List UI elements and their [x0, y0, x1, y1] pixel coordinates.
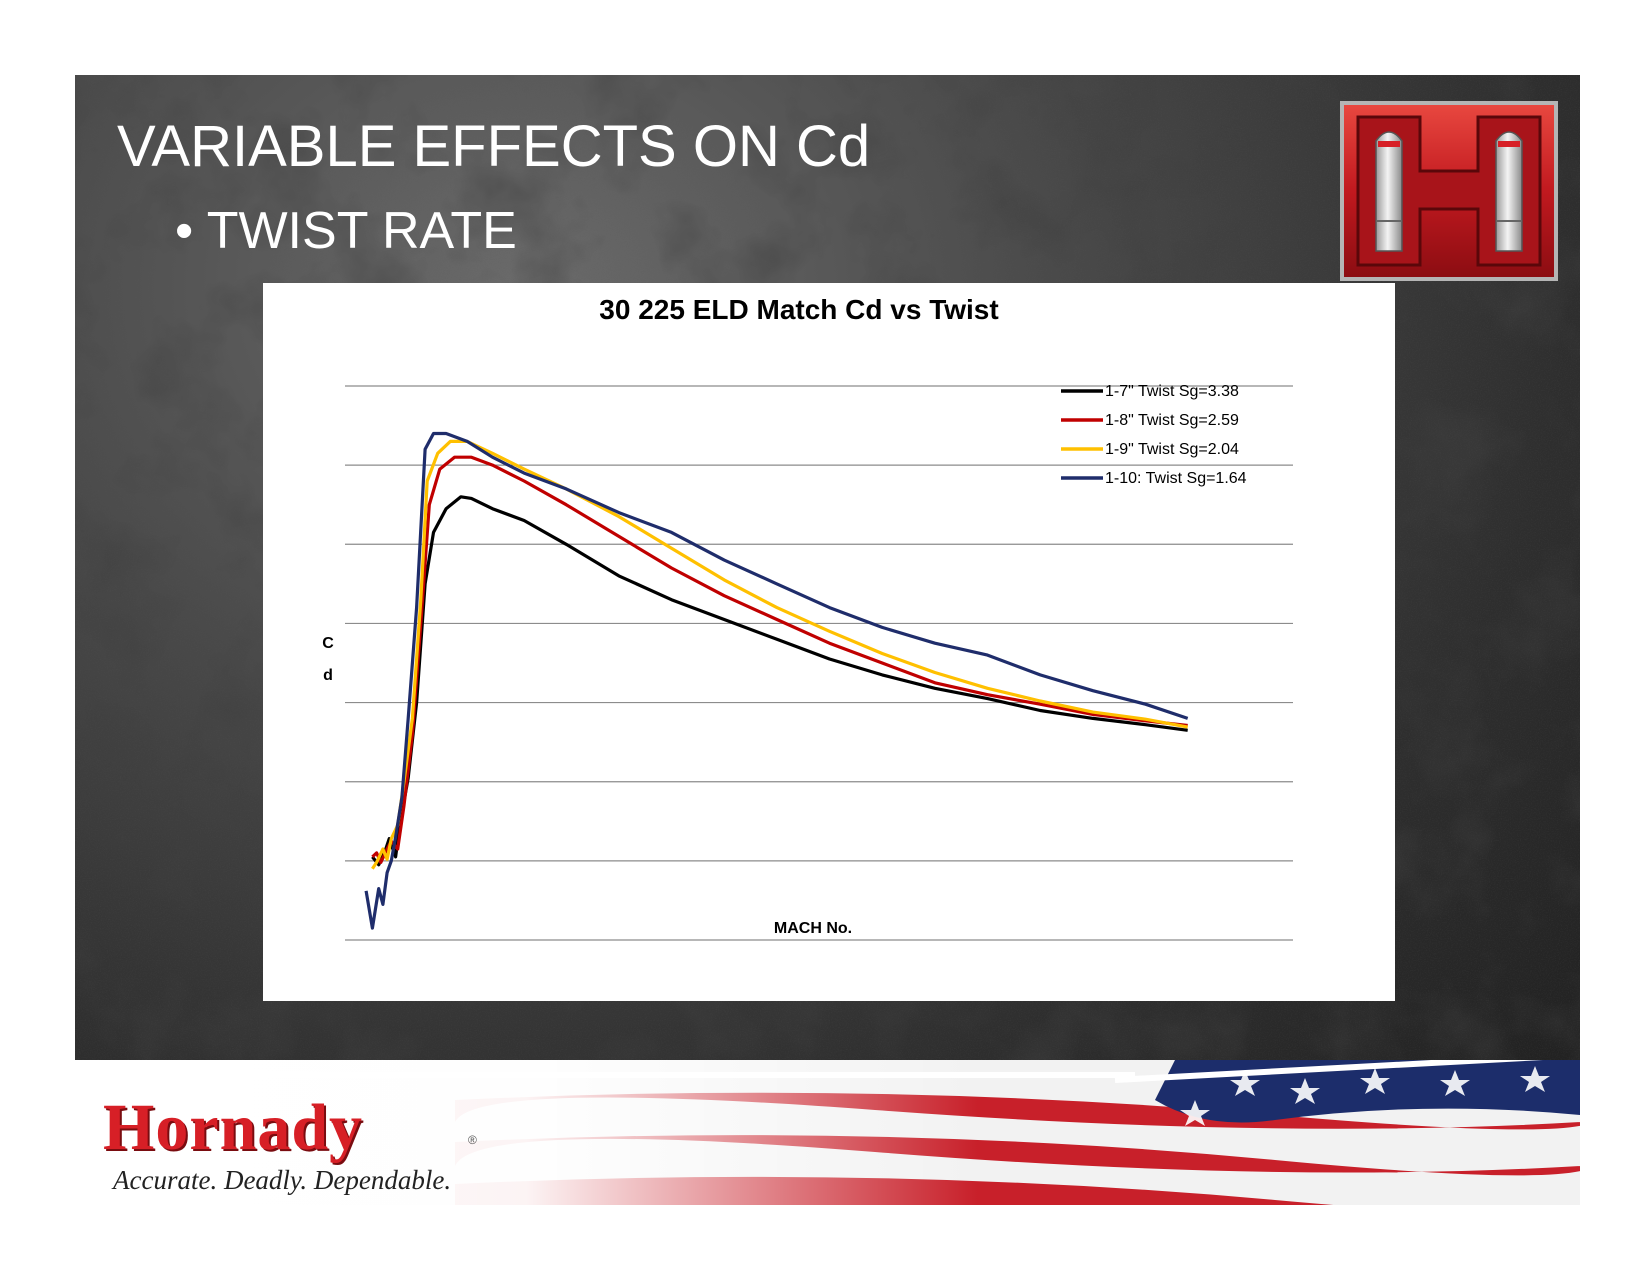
- registered-mark: ®: [468, 1133, 477, 1147]
- legend-label-1: 1-7" Twist Sg=3.38: [1105, 383, 1239, 400]
- y-axis-label-char: C: [322, 635, 334, 652]
- legend-label-2: 1-8" Twist Sg=2.59: [1105, 412, 1239, 429]
- x-axis-label: MACH No.: [774, 920, 852, 937]
- series-line-3: [371, 439, 1188, 870]
- legend-label-3: 1-9" Twist Sg=2.04: [1105, 441, 1239, 458]
- series-line-2: [371, 455, 1188, 865]
- series-lines: [364, 431, 1189, 930]
- slide: VARIABLE EFFECTS ON Cd • TWIST RATE: [75, 75, 1580, 1205]
- slide-subtitle: • TWIST RATE: [175, 202, 517, 260]
- y-axis-label: Cd: [322, 635, 334, 684]
- slide-title: VARIABLE EFFECTS ON Cd: [117, 114, 871, 179]
- y-axis-label-char: d: [323, 667, 333, 684]
- chart: 30 225 ELD Match Cd vs Twist MACH No. Cd…: [322, 294, 1293, 941]
- gridlines: [345, 385, 1293, 941]
- legend-label-4: 1-10: Twist Sg=1.64: [1105, 470, 1247, 487]
- legend: 1-7" Twist Sg=3.38 1-8" Twist Sg=2.59 1-9"…: [1061, 383, 1247, 487]
- hornady-wordmark: Hornady: [103, 1091, 364, 1164]
- chart-title: 30 225 ELD Match Cd vs Twist: [599, 294, 998, 325]
- series-line-4: [364, 431, 1189, 930]
- american-flag-banner: [75, 1060, 1580, 1205]
- hornady-h-logo: [1340, 101, 1558, 281]
- brand-tagline: Accurate. Deadly. Dependable.: [113, 1165, 452, 1195]
